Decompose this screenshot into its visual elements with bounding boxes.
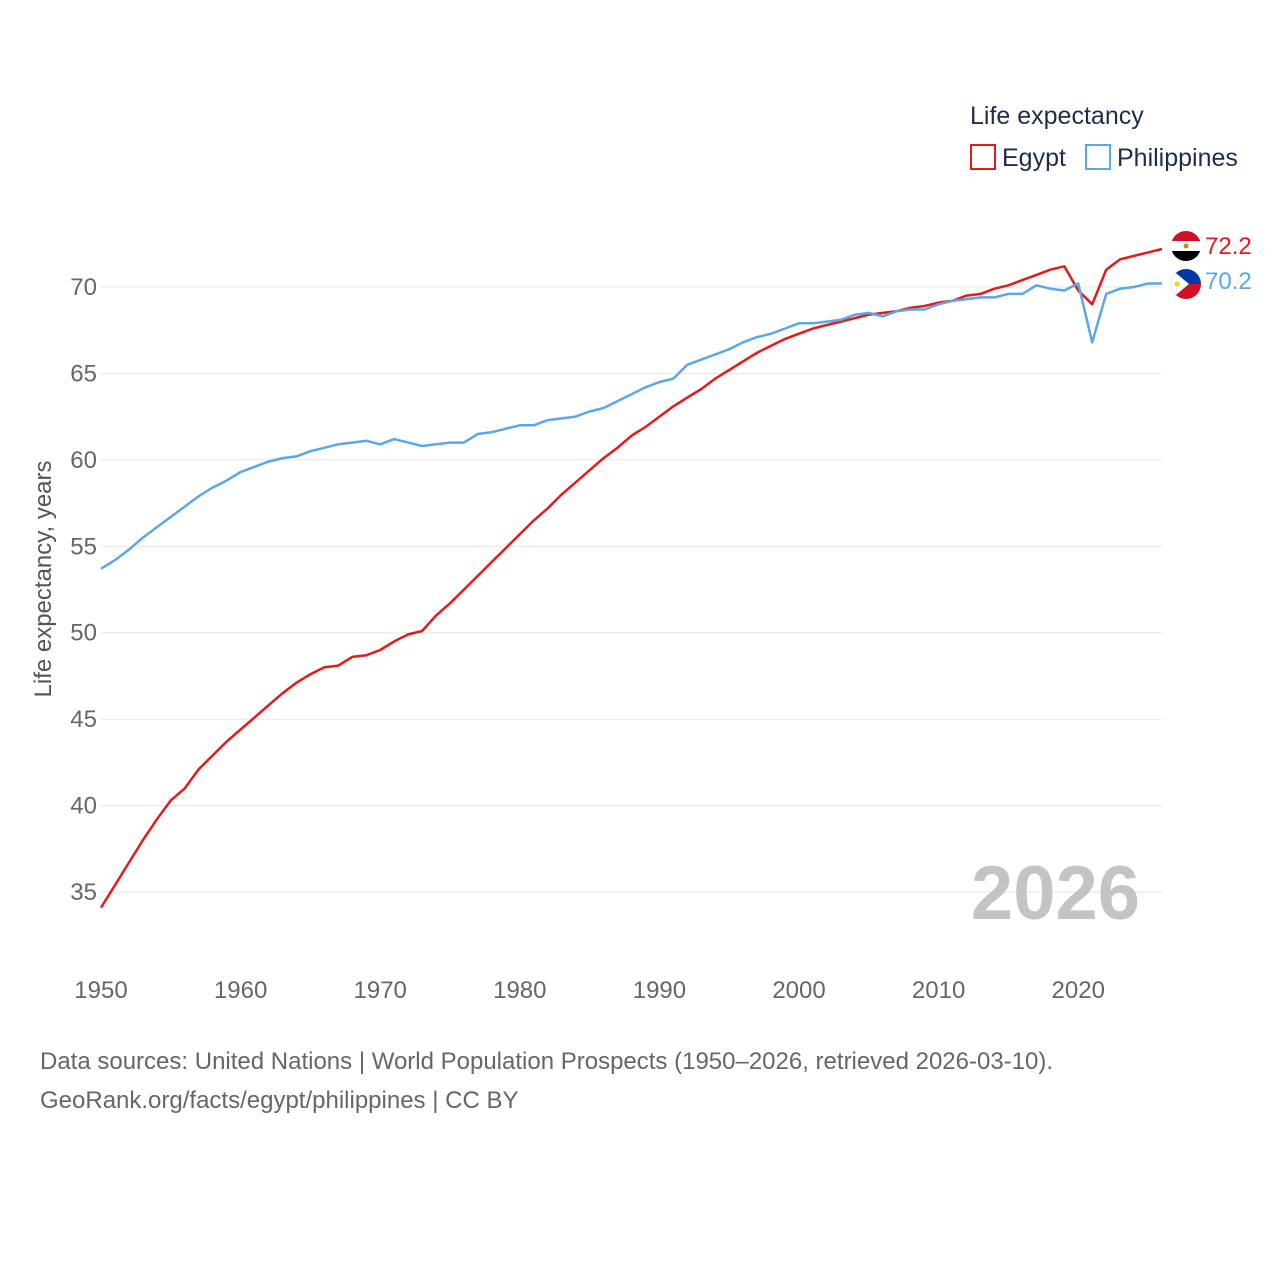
- legend-label-philippines: Philippines: [1117, 144, 1238, 172]
- footer: Data sources: United Nations | World Pop…: [40, 1042, 1053, 1120]
- attribution-link[interactable]: GeoRank.org/facts/egypt/philippines | CC…: [40, 1087, 519, 1114]
- end-label-philippines: 70.2: [1205, 268, 1252, 295]
- y-axis-title: Life expectancy, years: [30, 460, 57, 697]
- year-watermark: 2026: [971, 851, 1140, 936]
- series-line-philippines[interactable]: [100, 282, 1162, 570]
- legend-item-philippines[interactable]: Philippines: [1085, 144, 1238, 172]
- x-tick-label: 1980: [493, 977, 546, 1004]
- x-tick-label: 1950: [74, 977, 127, 1004]
- x-tick-label: 1990: [633, 977, 686, 1004]
- egypt-flag-icon: [1171, 231, 1201, 261]
- x-tick-label: 2010: [912, 977, 965, 1004]
- grid-lines: [101, 286, 1162, 893]
- y-tick-label: 45: [70, 706, 97, 733]
- y-tick-label: 70: [70, 274, 97, 301]
- x-tick-label: 2020: [1052, 977, 1105, 1004]
- end-label-egypt: 72.2: [1205, 233, 1252, 260]
- legend-item-egypt[interactable]: Egypt: [970, 144, 1066, 172]
- series-line-egypt[interactable]: [99, 247, 1163, 909]
- y-tick-label: 65: [70, 360, 97, 387]
- data-sources-text: Data sources: United Nations | World Pop…: [40, 1048, 1054, 1075]
- x-tick-label: 1960: [214, 977, 267, 1004]
- y-tick-label: 40: [70, 793, 97, 820]
- x-axis-ticks: 1950 1960 1970 1980 1990 2000 2010 2020: [74, 977, 1105, 1004]
- legend: Life expectancy Egypt Philippines: [970, 102, 1238, 172]
- x-tick-label: 2000: [772, 977, 825, 1004]
- philippines-flag-icon: [1171, 269, 1201, 299]
- y-tick-label: 55: [70, 533, 97, 560]
- life-expectancy-chart: 35 40 45 50 55 60 65 70 1950 1960 1970 1980 1990 200…: [30, 102, 1252, 1004]
- legend-label-egypt: Egypt: [1002, 144, 1066, 172]
- y-tick-label: 35: [70, 879, 97, 906]
- y-tick-label: 50: [70, 620, 97, 647]
- legend-title: Life expectancy: [970, 102, 1144, 130]
- x-tick-label: 1970: [354, 977, 407, 1004]
- y-axis-ticks: 35 40 45 50 55 60 65 70: [70, 274, 97, 906]
- legend-swatch-philippines: [1085, 144, 1111, 170]
- legend-swatch-egypt: [970, 144, 996, 170]
- series-lines: [99, 247, 1163, 909]
- y-tick-label: 60: [70, 447, 97, 474]
